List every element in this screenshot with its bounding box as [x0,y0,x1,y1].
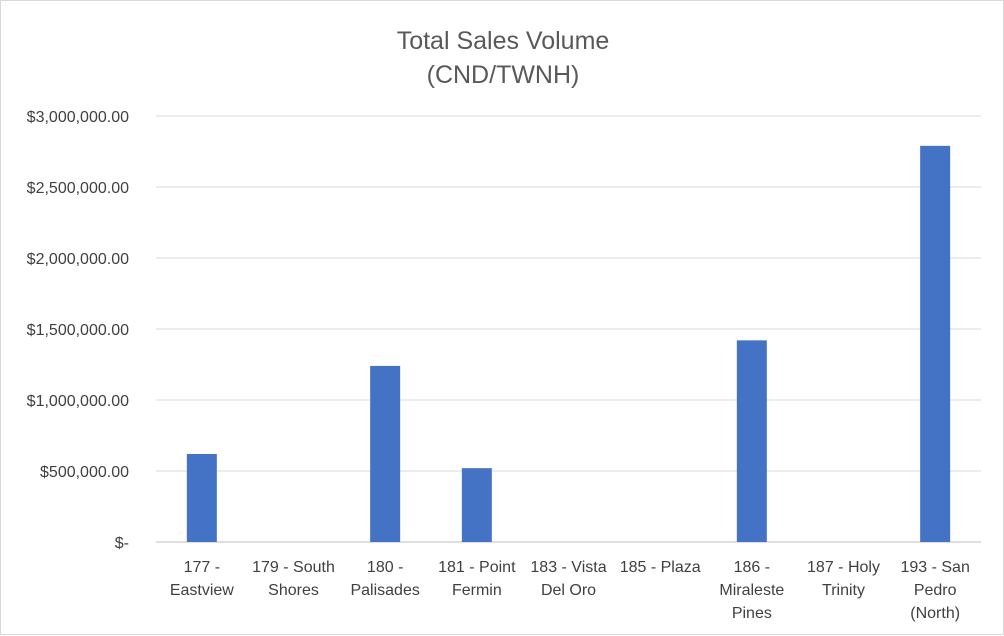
y-tick-label: $1,000,000.00 [27,393,129,410]
x-tick-label-line: 193 - San [900,559,969,576]
x-tick-label-line: (North) [910,605,960,622]
gridlines [156,115,981,543]
chart-title: Total Sales Volume [397,27,610,55]
x-tick-label: 179 - South Shores [252,559,335,599]
y-tick-label: $2,500,000.00 [27,180,129,197]
x-tick-label-line: Palisades [350,582,419,599]
x-tick-label-line: Del Oro [541,582,596,599]
x-tick-label: 183 - Vista Del Oro [530,559,606,599]
x-tick-label-line: Eastview [170,582,234,599]
x-tick-label: 187 - Holy Trinity [807,559,880,599]
chart-subtitle: (CND/TWNH) [427,61,580,89]
bars [186,145,951,542]
bar [736,340,767,542]
x-axis-labels: 177 - Eastview 179 - South Shores 180 - Palis… [170,559,970,622]
x-tick-label-line: Pines [732,605,772,622]
x-tick-label-line: 181 - Point [438,559,516,576]
x-tick-label-line: 177 - [184,559,220,576]
x-tick-label-line: Shores [268,582,319,599]
bar [920,145,951,542]
x-tick-label-line: 187 - Holy [807,559,880,576]
y-tick-label: $- [115,535,129,552]
x-tick-label-line: Pedro [914,582,957,599]
x-tick-label: 193 - San Pedro (North) [900,559,969,622]
bar [370,365,401,542]
x-tick-label-line: Miraleste [719,582,784,599]
y-tick-label: $2,000,000.00 [27,251,129,268]
bar [186,453,217,542]
x-tick-label-line: 185 - Plaza [620,559,701,576]
x-tick-label-line: 186 - [734,559,770,576]
y-axis-ticks: $- $500,000.00 $1,000,000.00 $1,500,000.00 $… [27,109,129,552]
x-tick-label: 180 - Palisades [350,559,419,599]
y-tick-label: $500,000.00 [40,464,129,481]
x-tick-label: 185 - Plaza [620,559,701,576]
y-tick-label: $1,500,000.00 [27,322,129,339]
y-tick-label: $3,000,000.00 [27,109,129,126]
x-tick-label-line: 180 - [367,559,403,576]
x-tick-label: 181 - Point Fermin [438,559,516,599]
x-tick-label-line: 183 - Vista [530,559,606,576]
bar [461,468,492,542]
x-tick-label-line: Fermin [452,582,502,599]
x-tick-label-line: Trinity [822,582,865,599]
x-tick-label-line: 179 - South [252,559,335,576]
x-tick-label: 177 - Eastview [170,559,234,599]
x-tick-label: 186 - Miraleste Pines [719,559,784,622]
